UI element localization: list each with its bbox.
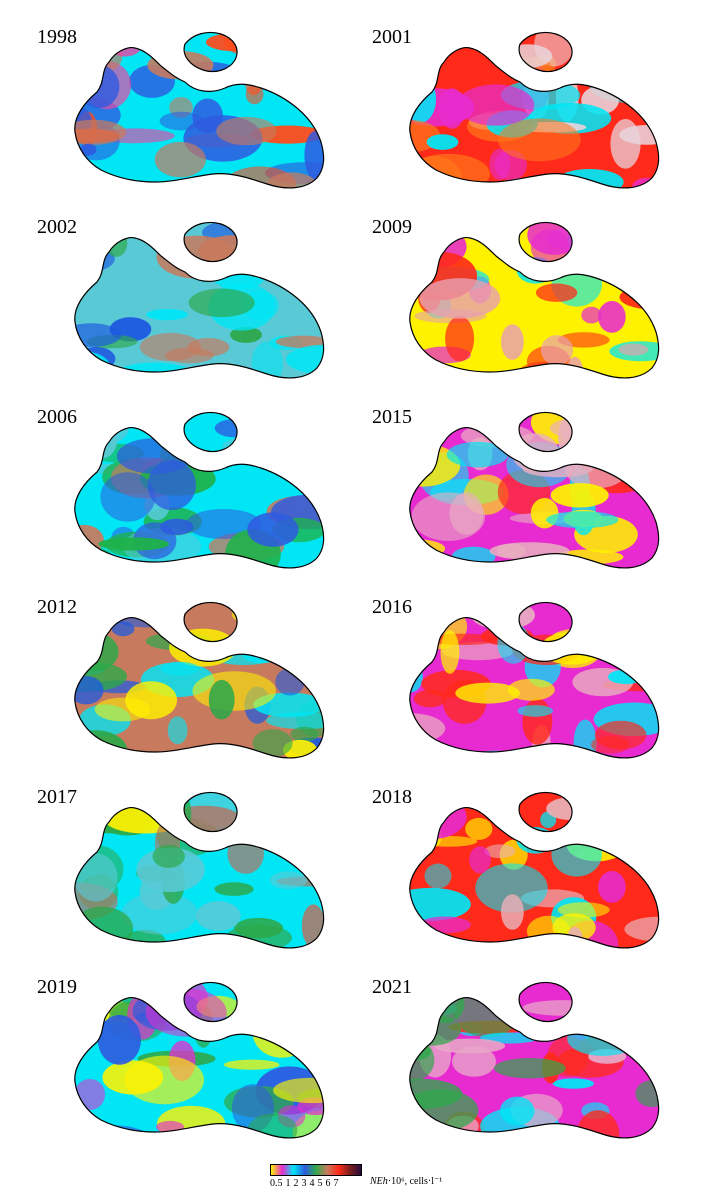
- map-panel-1998: 1998: [35, 22, 355, 212]
- legend-tick: 7: [333, 1178, 339, 1189]
- map-panel-2021: 2021: [370, 972, 690, 1162]
- sea-map: [409, 601, 660, 759]
- map-panel-2019: 2019: [35, 972, 355, 1162]
- year-label: 2016: [372, 596, 412, 618]
- legend-tick: 1: [285, 1178, 291, 1189]
- map-panel-2002: 2002: [35, 212, 355, 402]
- map-panel-2006: 2006: [35, 402, 355, 592]
- year-label: 2006: [37, 406, 77, 428]
- map-panel-2001: 2001: [370, 22, 690, 212]
- sea-map: [409, 411, 660, 569]
- legend-tick: 4: [309, 1178, 315, 1189]
- legend-color-bar: [270, 1164, 362, 1176]
- year-label: 2021: [372, 976, 412, 998]
- sea-map: [74, 221, 325, 379]
- sea-map: [409, 791, 660, 949]
- color-legend: 0.5 1 2 3 4 5 6 7 NEh·10⁶, cells·l⁻¹: [270, 1160, 470, 1192]
- year-label: 2001: [372, 26, 412, 48]
- year-label: 2018: [372, 786, 412, 808]
- year-label: 2002: [37, 216, 77, 238]
- map-panel-2009: 2009: [370, 212, 690, 402]
- map-panel-2015: 2015: [370, 402, 690, 592]
- sea-map: [74, 981, 325, 1139]
- map-panel-2017: 2017: [35, 782, 355, 972]
- year-label: 2017: [37, 786, 77, 808]
- year-label: 2009: [372, 216, 412, 238]
- year-label: 2019: [37, 976, 77, 998]
- map-panel-2016: 2016: [370, 592, 690, 782]
- map-panel-2012: 2012: [35, 592, 355, 782]
- legend-tick: 3: [301, 1178, 307, 1189]
- sea-map: [409, 221, 660, 379]
- legend-tick: 0.5: [270, 1178, 283, 1189]
- sea-map: [409, 31, 660, 189]
- sea-map: [74, 31, 325, 189]
- sea-map: [74, 411, 325, 569]
- legend-tick: 2: [293, 1178, 299, 1189]
- sea-map: [74, 601, 325, 759]
- legend-tick: 5: [317, 1178, 323, 1189]
- legend-tick: 6: [325, 1178, 331, 1189]
- sea-map: [74, 791, 325, 949]
- map-panel-2018: 2018: [370, 782, 690, 972]
- sea-map: [409, 981, 660, 1139]
- legend-variable: NEh: [370, 1176, 388, 1187]
- year-label: 2012: [37, 596, 77, 618]
- year-label: 2015: [372, 406, 412, 428]
- legend-tick-labels: 0.5 1 2 3 4 5 6 7: [270, 1178, 342, 1189]
- legend-unit-label: NEh·10⁶, cells·l⁻¹: [370, 1176, 442, 1187]
- legend-unit-text: ·10⁶, cells·l⁻¹: [387, 1176, 443, 1187]
- year-label: 1998: [37, 26, 77, 48]
